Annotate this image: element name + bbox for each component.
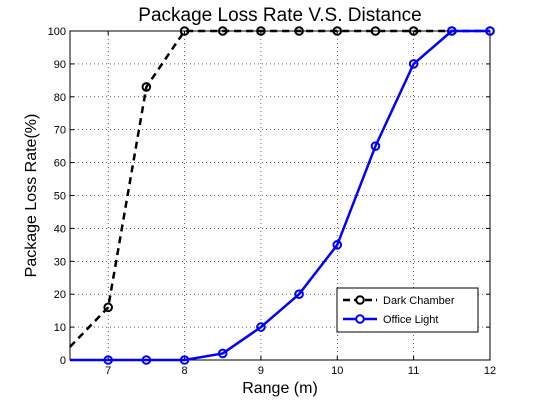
data-point-office-light <box>294 289 304 300</box>
data-point-office-light <box>179 355 190 365</box>
data-point-office-light <box>447 26 457 36</box>
data-point-office-light <box>332 240 343 250</box>
y-tick-label: 20 <box>54 289 66 301</box>
legend-label-office-light: Office Light <box>383 314 438 326</box>
y-tick-label: 100 <box>48 26 66 38</box>
y-tick-label: 60 <box>54 158 66 170</box>
data-point-office-light <box>256 322 266 332</box>
legend-marker-dark-chamber <box>355 295 365 305</box>
data-point-dark-chamber <box>103 302 113 313</box>
x-tick-label: 11 <box>408 365 419 377</box>
y-axis-label: Package Loss Rate(%) <box>23 114 40 278</box>
data-point-office-light <box>103 355 113 365</box>
data-point-dark-chamber <box>179 26 190 36</box>
x-tick-label: 9 <box>258 365 264 377</box>
x-tick-label: 12 <box>484 365 496 377</box>
data-point-office-light <box>217 348 228 359</box>
x-tick-label: 10 <box>331 365 343 377</box>
data-point-dark-chamber <box>141 82 152 92</box>
data-point-office-light <box>370 141 381 151</box>
y-tick-label: 80 <box>54 92 66 104</box>
series-line-office-light <box>70 29 490 362</box>
x-tick-label: 8 <box>181 365 187 377</box>
y-tick-label: 0 <box>60 355 66 367</box>
chart-title: Package Loss Rate V.S. Distance <box>138 5 421 26</box>
legend-marker-office-light <box>355 314 365 324</box>
series-office-light <box>70 26 495 365</box>
series-group <box>69 26 495 365</box>
x-tick-label: 7 <box>105 365 111 377</box>
ticks: 7 8 9 10 11 12 0 10 20 30 40 50 60 70 80 90 100 <box>48 26 496 377</box>
data-point-dark-chamber <box>294 26 304 36</box>
data-point-dark-chamber <box>370 26 381 36</box>
data-point-dark-chamber <box>256 26 266 36</box>
series-line-dark-chamber <box>69 29 490 348</box>
data-point-office-light <box>141 355 152 365</box>
data-point-dark-chamber <box>332 26 343 36</box>
y-tick-label: 40 <box>54 223 66 235</box>
legend-label-dark-chamber: Dark Chamber <box>383 295 455 307</box>
data-point-office-light <box>485 26 495 36</box>
data-point-dark-chamber <box>217 26 228 36</box>
x-axis-label: Range (m) <box>242 380 318 397</box>
y-tick-label: 30 <box>54 256 66 268</box>
legend: Dark Chamber Office Light <box>336 287 479 333</box>
y-tick-label: 90 <box>54 59 66 71</box>
y-tick-label: 70 <box>54 125 66 137</box>
y-tick-label: 10 <box>54 322 66 334</box>
y-tick-label: 50 <box>54 191 66 203</box>
data-point-dark-chamber <box>408 26 419 36</box>
data-point-office-light <box>408 59 419 69</box>
